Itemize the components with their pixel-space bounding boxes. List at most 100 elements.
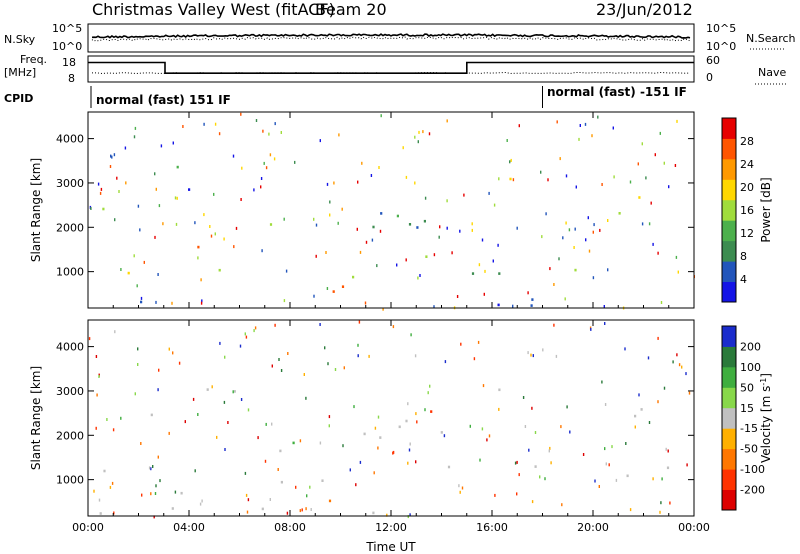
power-cell xyxy=(607,268,609,272)
velocity-cell xyxy=(542,348,544,352)
power-cell xyxy=(603,305,605,308)
velocity-cell xyxy=(516,492,518,496)
velocity-cell xyxy=(416,420,418,424)
velocity-cell xyxy=(652,477,654,481)
velocity-cell xyxy=(398,425,401,429)
colorbar-tick-label: 28 xyxy=(740,135,754,148)
power-cell xyxy=(326,182,329,186)
power-cell xyxy=(203,213,205,217)
velocity-cell xyxy=(113,511,115,515)
velocity-cell xyxy=(93,489,95,493)
x-tick-label: 20:00 xyxy=(577,521,609,534)
power-cell xyxy=(255,119,258,122)
velocity-cell xyxy=(539,475,541,479)
power-cell xyxy=(109,165,112,168)
power-cell xyxy=(171,301,173,305)
colorbar-segment xyxy=(722,469,736,490)
velocity-cell xyxy=(271,364,273,368)
velocity-cell xyxy=(244,332,246,336)
colorbar-segment xyxy=(722,240,736,262)
velocity-cell xyxy=(424,408,426,412)
power-cell xyxy=(125,181,127,185)
velocity-cell xyxy=(111,481,114,485)
power-cell xyxy=(263,161,265,165)
power-cell xyxy=(613,175,615,179)
power-cell xyxy=(425,255,428,258)
velocity-cell xyxy=(286,511,289,515)
power-cell xyxy=(197,245,200,249)
power-cell xyxy=(240,198,242,201)
velocity-cell xyxy=(372,511,375,515)
power-cell xyxy=(451,251,453,255)
velocity-cell xyxy=(240,398,243,401)
velocity-cell xyxy=(605,462,607,466)
velocity-cell xyxy=(640,408,643,411)
power-cell xyxy=(641,222,644,226)
power-cell xyxy=(133,135,136,139)
velocity-cell xyxy=(137,347,139,351)
power-cell xyxy=(471,228,473,232)
freq-tick-bottom: 8 xyxy=(68,72,75,85)
velocity-cell xyxy=(415,460,417,464)
velocity-y-ticks: 1000 2000 3000 4000 xyxy=(56,341,694,487)
power-cell xyxy=(527,291,529,295)
power-cell xyxy=(456,295,459,298)
power-cell xyxy=(484,269,486,273)
colorbar-segment xyxy=(722,281,736,303)
colorbar-segment xyxy=(722,118,736,139)
power-cell xyxy=(618,212,621,215)
colorbar-tick-label: -100 xyxy=(740,463,765,476)
velocity-cell xyxy=(247,498,250,502)
velocity-cell xyxy=(247,408,250,412)
power-cell xyxy=(677,270,679,274)
y-tick-label: 2000 xyxy=(56,429,84,442)
power-cell xyxy=(338,133,340,137)
colorbar-segment xyxy=(722,179,736,201)
velocity-cell xyxy=(604,447,606,451)
velocity-cell xyxy=(363,432,366,436)
power-cell xyxy=(197,256,199,260)
cpid-segment-1: normal (fast) 151 IF xyxy=(96,93,231,107)
power-cell xyxy=(120,268,122,271)
velocity-cell xyxy=(657,336,659,340)
velocity-cell xyxy=(157,388,159,392)
velocity-cell xyxy=(430,410,433,413)
velocity-cell xyxy=(219,341,221,345)
velocity-cell xyxy=(392,325,395,329)
colorbar-segment xyxy=(722,346,736,368)
velocity-cell xyxy=(150,467,152,471)
velocity-cell xyxy=(550,461,552,465)
power-cell xyxy=(136,284,138,288)
noise-sky-series xyxy=(91,33,691,39)
velocity-cell xyxy=(530,353,532,357)
velocity-cell xyxy=(582,453,585,456)
noise-left-tick-bottom: 10^0 xyxy=(52,40,82,53)
velocity-cell xyxy=(233,390,236,393)
power-cell xyxy=(157,273,159,276)
power-cell xyxy=(273,157,276,161)
power-cell xyxy=(280,131,282,134)
date-label: 23/Jun/2012 xyxy=(596,0,693,19)
velocity-cell xyxy=(172,351,174,355)
noise-panel: N.Sky 10^5 10^0 10^5 10^0 N.Search xyxy=(4,22,796,53)
noise-left-label: N.Sky xyxy=(4,33,36,46)
colorbar-segment xyxy=(722,261,736,282)
colorbar-tick-label: 12 xyxy=(740,227,754,240)
colorbar-segment xyxy=(722,199,736,221)
power-x-tick-marks xyxy=(87,112,695,308)
power-cell xyxy=(333,181,335,185)
power-cell xyxy=(261,249,263,253)
power-cell xyxy=(218,132,221,136)
velocity-cell xyxy=(279,449,282,453)
power-cell xyxy=(463,193,465,197)
freq-tick-top: 18 xyxy=(62,56,76,69)
colorbar-segment xyxy=(722,366,736,388)
power-y-ticks: 1000 2000 3000 4000 xyxy=(56,133,694,279)
power-cell xyxy=(607,219,609,222)
power-cell xyxy=(402,146,404,150)
colorbar-tick-label: 4 xyxy=(740,273,747,286)
power-cell xyxy=(154,172,156,176)
velocity-cell xyxy=(265,422,267,426)
velocity-cell xyxy=(277,468,279,471)
